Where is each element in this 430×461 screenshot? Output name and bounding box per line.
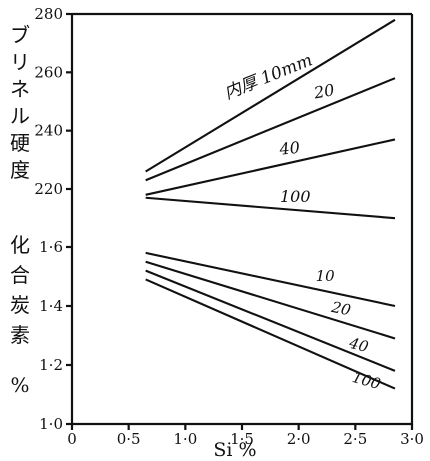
y-title-hardness: ブリネル硬度 [10, 23, 30, 182]
y-title-carbon-unit: % [10, 373, 29, 397]
x-tick-label: 0 [67, 430, 77, 448]
series-label: 40 [346, 334, 370, 356]
series-line-carbon [145, 278, 396, 390]
series-label: 20 [329, 298, 353, 320]
series-line-carbon [145, 251, 396, 308]
x-tick-label: 0·5 [117, 430, 141, 448]
series-line-carbon [145, 269, 396, 372]
y-tick-label: 280 [34, 5, 63, 23]
y-tick-label: 1·0 [39, 415, 63, 433]
y-tick-label: 220 [34, 180, 63, 198]
series-line-hardness [145, 18, 396, 173]
x-tick-label: 1·0 [173, 430, 197, 448]
y-tick-label: 1·6 [39, 238, 63, 256]
axis-frame [70, 14, 414, 426]
x-tick-label: 3·0 [400, 430, 424, 448]
series-line-hardness [145, 77, 396, 182]
y-tick-label: 1·4 [39, 297, 63, 315]
y-title-carbon: 化合炭素 [10, 233, 30, 347]
x-tick-label: 2·0 [287, 430, 311, 448]
series-lines [145, 18, 396, 390]
series-line-carbon [145, 260, 396, 340]
series-label: 100 [280, 187, 311, 206]
series-label: 100 [350, 368, 383, 393]
chart-axes [70, 12, 414, 426]
series-line-hardness [145, 138, 396, 196]
series-label: 10 [316, 267, 336, 285]
y-tick-label: 240 [34, 122, 63, 140]
x-axis-title: Si % [213, 439, 256, 461]
y-tick-label: 1·2 [39, 356, 63, 374]
x-tick-label: 2·5 [343, 430, 367, 448]
x-tick-label: 1·5 [230, 430, 254, 448]
y-tick-label: 260 [34, 63, 63, 81]
series-label: 20 [312, 80, 336, 102]
series-line-hardness [145, 196, 396, 220]
series-label: 40 [278, 138, 301, 159]
